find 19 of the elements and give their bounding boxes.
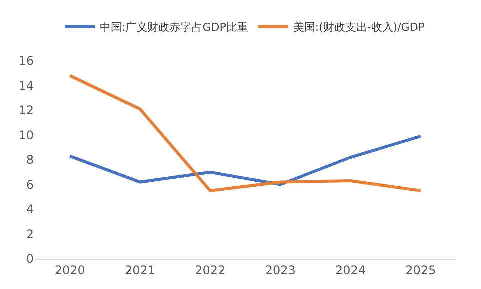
- x-tick-label: 2025: [406, 263, 436, 278]
- x-tick-label: 2021: [124, 263, 156, 278]
- y-tick-label: 12: [18, 104, 34, 118]
- y-tick-label: 16: [18, 54, 34, 68]
- x-tick-label: 2020: [54, 263, 86, 278]
- y-tick-label: 0: [26, 252, 34, 266]
- x-tick-label: 2022: [195, 263, 226, 278]
- line-series: [68, 134, 422, 186]
- line-series: [68, 74, 422, 192]
- y-tick-label: 4: [26, 202, 34, 217]
- x-tick-label: 2024: [335, 263, 366, 278]
- y-tick-label: 2: [26, 227, 34, 242]
- y-tick-label: 14: [18, 78, 34, 93]
- y-tick-label: 10: [18, 128, 34, 142]
- legend-label: 中国:广义财政赤字占GDP比重: [100, 20, 248, 34]
- y-tick-label: 8: [26, 153, 34, 168]
- legend-label: 美国:(财政支出-收入)/GDP: [293, 20, 426, 34]
- y-tick-label: 6: [26, 178, 34, 192]
- x-tick-label: 2023: [265, 263, 296, 278]
